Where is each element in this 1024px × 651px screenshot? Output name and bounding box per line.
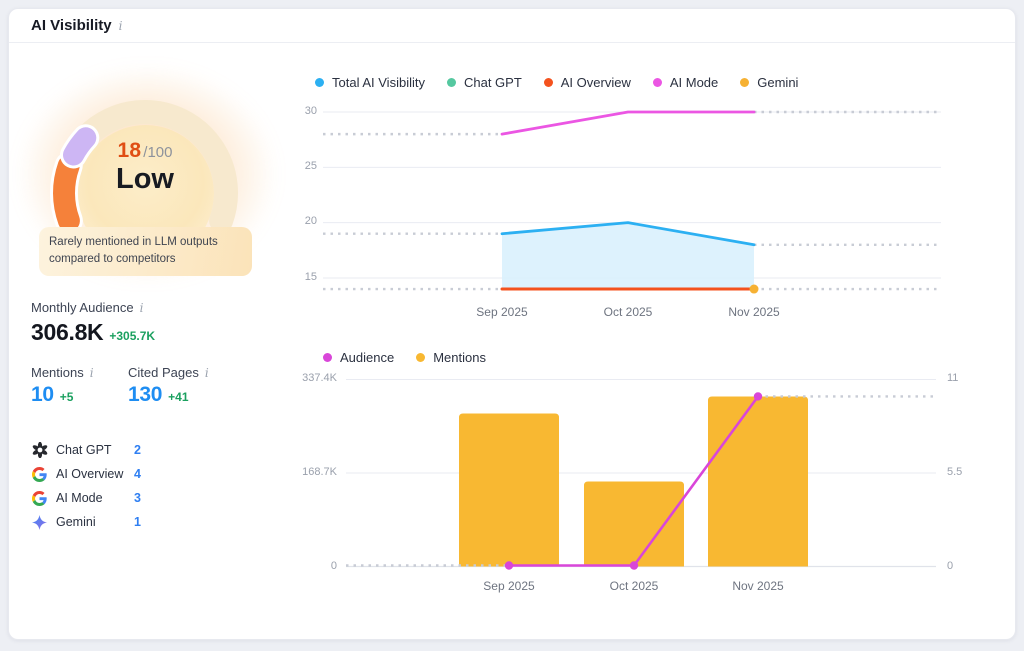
google-icon (31, 490, 48, 507)
right-y-tick: 11 (947, 372, 959, 384)
right-y-tick: 5.5 (947, 466, 963, 478)
info-icon[interactable]: i (89, 365, 94, 380)
page-title: AI Visibility (31, 17, 112, 34)
legend-item-ai-mode[interactable]: AI Mode (652, 75, 718, 90)
x-tick: Nov 2025 (728, 305, 780, 319)
cited-pages-value: 130 +41 (128, 383, 189, 406)
legend-dot (446, 78, 456, 87)
x-tick: Sep 2025 (476, 305, 528, 319)
audience-chart-legend: Audience Mentions (323, 350, 486, 365)
score-gauge (50, 99, 238, 235)
left-y-tick: 337.4K (302, 372, 337, 384)
gauge-score-value: 18 (117, 139, 142, 162)
legend-dot (543, 78, 553, 87)
gauge-score-denominator: /100 (143, 144, 173, 161)
y-tick: 20 (304, 215, 317, 227)
x-tick: Oct 2025 (603, 305, 653, 319)
legend-item-gemini[interactable]: Gemini (740, 75, 798, 90)
legend-dot (315, 78, 324, 87)
audience-bar-chart (346, 379, 936, 570)
google-icon (31, 466, 48, 483)
monthly-audience-label: Monthly Audience i (31, 300, 144, 315)
y-tick: 15 (304, 271, 317, 283)
gemini-icon (31, 514, 48, 531)
info-icon[interactable]: i (139, 300, 144, 315)
legend-dot (416, 353, 426, 362)
ai-visibility-widget: AI Visibility i 18/100 Low Rarely mentio… (8, 8, 1016, 640)
mentions-delta: +5 (59, 390, 74, 404)
gauge-tooltip: Rarely mentioned in LLM outputs compared… (39, 227, 252, 276)
platform-row-ai-mode[interactable]: AI Mode 3 (31, 487, 211, 509)
right-y-tick: 0 (947, 560, 954, 572)
x-tick: Sep 2025 (483, 579, 535, 593)
mentions-label: Mentions i (31, 365, 94, 380)
left-y-tick: 168.7K (302, 466, 337, 478)
gauge-readout: 18/100 Low (50, 139, 240, 194)
legend-dot (323, 353, 332, 362)
legend-item-chat-gpt[interactable]: Chat GPT (446, 75, 522, 90)
cited-pages-delta: +41 (168, 390, 189, 404)
gauge-level-label: Low (116, 163, 174, 195)
widget-header: AI Visibility i (9, 9, 1015, 43)
platform-row-ai-overview[interactable]: AI Overview 4 (31, 463, 211, 485)
y-tick: 30 (304, 105, 317, 117)
visibility-line-chart (323, 110, 941, 294)
legend-item-ai-overview[interactable]: AI Overview (543, 75, 631, 90)
platform-row-chatgpt[interactable]: Chat GPT 2 (31, 439, 211, 461)
legend-dot (740, 78, 750, 87)
visibility-chart-legend: Total AI Visibility Chat GPT AI Overview… (315, 75, 798, 90)
info-icon[interactable]: i (204, 365, 209, 380)
legend-item-total-ai-visibility[interactable]: Total AI Visibility (315, 75, 425, 90)
monthly-audience-value: 306.8K +305.7K (31, 319, 156, 345)
cited-pages-label: Cited Pages i (128, 365, 209, 380)
info-icon[interactable]: i (118, 18, 123, 33)
gauge-benchmark-marker (63, 127, 97, 166)
y-tick: 25 (304, 160, 317, 172)
left-y-tick: 0 (330, 560, 337, 572)
x-tick: Oct 2025 (609, 579, 659, 593)
x-tick: Nov 2025 (732, 579, 784, 593)
monthly-audience-delta: +305.7K (109, 329, 156, 343)
legend-item-audience[interactable]: Audience (323, 350, 394, 365)
mentions-value: 10 +5 (31, 383, 74, 406)
chatgpt-icon (31, 442, 48, 459)
gauge-score-arc (53, 154, 80, 232)
platform-row-gemini[interactable]: Gemini 1 (31, 511, 211, 533)
legend-item-mentions[interactable]: Mentions (416, 350, 486, 365)
legend-dot (652, 78, 662, 87)
